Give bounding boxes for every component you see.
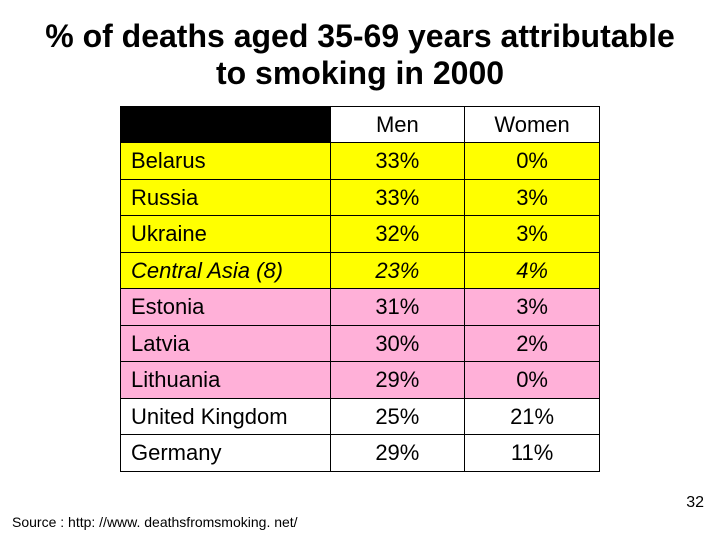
slide-title: % of deaths aged 35-69 years attributabl… xyxy=(40,18,680,92)
row-label: Estonia xyxy=(121,289,331,326)
table-row: Russia33%3% xyxy=(121,179,600,216)
table-row: Lithuania29%0% xyxy=(121,362,600,399)
column-header-women: Women xyxy=(465,106,600,143)
row-label: Germany xyxy=(121,435,331,472)
row-label: Belarus xyxy=(121,143,331,180)
row-label: Central Asia (8) xyxy=(121,252,331,289)
cell-women: 0% xyxy=(465,143,600,180)
table-row: Latvia30%2% xyxy=(121,325,600,362)
cell-women: 21% xyxy=(465,398,600,435)
row-label: Lithuania xyxy=(121,362,331,399)
row-label: Latvia xyxy=(121,325,331,362)
cell-men: 31% xyxy=(330,289,465,326)
table-row: Estonia31%3% xyxy=(121,289,600,326)
header-blank-cell xyxy=(121,106,331,143)
row-label: Ukraine xyxy=(121,216,331,253)
column-header-men: Men xyxy=(330,106,465,143)
cell-women: 3% xyxy=(465,289,600,326)
page-number: 32 xyxy=(686,494,704,512)
cell-women: 3% xyxy=(465,179,600,216)
table-body: Belarus33%0%Russia33%3%Ukraine32%3%Centr… xyxy=(121,143,600,472)
cell-men: 25% xyxy=(330,398,465,435)
table-row: Ukraine32%3% xyxy=(121,216,600,253)
table-row: Central Asia (8)23%4% xyxy=(121,252,600,289)
cell-men: 30% xyxy=(330,325,465,362)
row-label: Russia xyxy=(121,179,331,216)
cell-women: 2% xyxy=(465,325,600,362)
cell-women: 3% xyxy=(465,216,600,253)
cell-women: 11% xyxy=(465,435,600,472)
table-header-row: Men Women xyxy=(121,106,600,143)
table-row: Germany29%11% xyxy=(121,435,600,472)
cell-men: 29% xyxy=(330,362,465,399)
table-row: Belarus33%0% xyxy=(121,143,600,180)
source-citation: Source : http: //www. deathsfromsmoking.… xyxy=(12,514,298,530)
row-label: United Kingdom xyxy=(121,398,331,435)
cell-men: 23% xyxy=(330,252,465,289)
cell-women: 4% xyxy=(465,252,600,289)
cell-men: 33% xyxy=(330,179,465,216)
cell-men: 29% xyxy=(330,435,465,472)
cell-men: 33% xyxy=(330,143,465,180)
slide: % of deaths aged 35-69 years attributabl… xyxy=(0,0,720,540)
table-row: United Kingdom25%21% xyxy=(121,398,600,435)
cell-women: 0% xyxy=(465,362,600,399)
cell-men: 32% xyxy=(330,216,465,253)
data-table: Men Women Belarus33%0%Russia33%3%Ukraine… xyxy=(120,106,600,472)
